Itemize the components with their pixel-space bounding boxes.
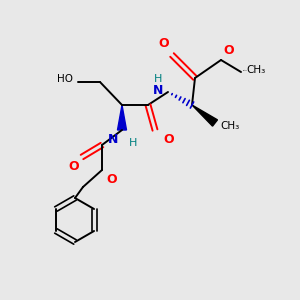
Text: O: O xyxy=(223,44,234,57)
Text: N: N xyxy=(153,83,163,97)
Text: H: H xyxy=(154,74,162,84)
Polygon shape xyxy=(192,105,218,126)
Text: N: N xyxy=(108,133,118,146)
Text: O: O xyxy=(159,37,169,50)
Text: O: O xyxy=(106,173,117,186)
Polygon shape xyxy=(118,105,127,130)
Text: H: H xyxy=(129,138,137,148)
Text: CH₃: CH₃ xyxy=(246,65,265,75)
Text: HO: HO xyxy=(57,74,73,84)
Text: O: O xyxy=(163,133,174,146)
Text: CH₃: CH₃ xyxy=(220,121,239,131)
Text: O: O xyxy=(69,160,79,173)
Text: methyl: methyl xyxy=(243,69,248,70)
